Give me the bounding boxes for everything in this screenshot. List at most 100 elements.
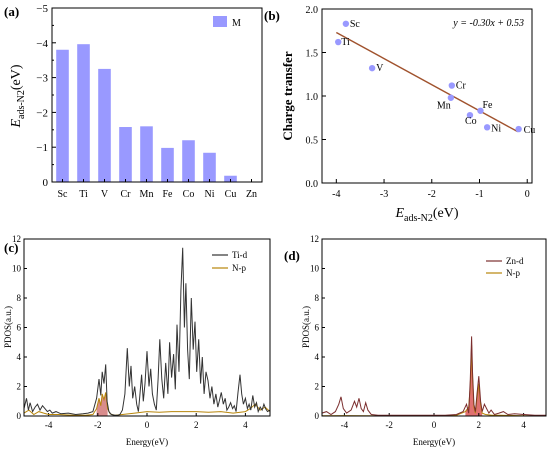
b-xtick-label: -3 [380, 189, 388, 200]
c-ylabel: PDOS(a.u.) [3, 306, 13, 348]
a-bar-v [98, 68, 111, 182]
b-xlabel-sub: ads-N2 [404, 213, 433, 224]
d-ytick-label: 0 [315, 411, 320, 421]
a-bar-co [182, 140, 195, 182]
a-ticks: Sc Ti V Cr Mn Fe Co Ni Cu Zn 0 −1 −2 −3 −4 −5 [36, 3, 257, 200]
b-equation: y = -0.30x + 0.53 [452, 18, 524, 29]
c-xtick-label: 0 [145, 420, 150, 430]
b-point-label-v: V [376, 63, 384, 74]
b-point-sc [342, 20, 350, 27]
a-xtick-label-sc: Sc [58, 189, 69, 200]
c-ytick-label: 0 [17, 411, 22, 421]
panel-label-d: (d) [284, 248, 300, 263]
a-ytick-label: −3 [36, 73, 48, 85]
d-legend-label-zn: Zn-d [506, 256, 524, 266]
panel-d-pdos-chart: -4 -2 0 2 4 0 2 4 6 8 10 12 Zn-d N-p PDOS(a.u.) Ene… [301, 234, 547, 447]
d-ytick-label: 8 [315, 293, 320, 303]
a-xtick-label-cu: Cu [225, 189, 237, 200]
b-point-label-cr: Cr [456, 81, 467, 92]
a-xtick-label-ti: Ti [79, 189, 88, 200]
a-ytick-label: −2 [36, 107, 48, 119]
c-tid-line [23, 247, 271, 416]
c-ytick-label: 12 [12, 234, 21, 244]
a-legend-swatch [213, 16, 227, 27]
b-xtick-label: -4 [332, 189, 340, 200]
a-bar-cr [119, 127, 132, 182]
panel-c-pdos-chart: -4 -2 0 2 4 0 2 4 6 8 10 12 Ti-d N-p PDOS(a.u.) Ene… [3, 234, 271, 447]
a-bar-cu [224, 175, 237, 182]
b-point-label-ti: Ti [341, 37, 350, 48]
a-xtick-label-zn: Zn [246, 189, 257, 200]
b-point-cr [448, 82, 456, 89]
a-ylabel-main: E [9, 119, 24, 129]
b-ytick-label: 2.0 [306, 5, 319, 16]
a-xtick-label-mn: Mn [140, 189, 154, 200]
a-ylabel-sub: ads-N2 [16, 90, 27, 119]
a-ytick-label: −1 [36, 142, 48, 154]
panel-a-bar-chart: Sc Ti V Cr Mn Fe Co Ni Cu Zn 0 −1 −2 −3 −4 −5 M Eads-N2… [9, 3, 263, 200]
b-point-label-cu: Cu [524, 125, 536, 136]
b-xlabel-unit: (eV) [433, 206, 459, 221]
a-ytick-label: 0 [43, 177, 49, 189]
d-ytick-label: 2 [315, 382, 320, 392]
d-xtick-label: 0 [432, 420, 437, 430]
d-plot-frame [321, 238, 547, 417]
a-legend-label: M [232, 18, 241, 29]
d-ytick-label: 4 [315, 352, 320, 362]
b-ytick-label: 1.5 [306, 49, 319, 60]
d-legend: Zn-d N-p [486, 256, 524, 278]
b-xlabel-main: E [394, 206, 404, 221]
a-bar-fe [161, 147, 174, 182]
b-ytick-label: 0.5 [306, 136, 319, 147]
b-xtick-label: -1 [475, 189, 483, 200]
a-bar-ti [77, 44, 90, 182]
c-xtick-label: -4 [45, 420, 53, 430]
a-bars [56, 44, 237, 183]
a-xtick-label-cr: Cr [121, 189, 132, 200]
d-legend-label-np: N-p [506, 268, 520, 278]
c-ytick-label: 6 [17, 323, 22, 333]
c-ytick-label: 2 [17, 382, 22, 392]
b-point-fe [477, 107, 484, 114]
b-point-co [466, 111, 474, 119]
b-point-label-ni: Ni [491, 123, 501, 134]
d-ylabel: PDOS(a.u.) [301, 306, 311, 348]
a-xtick-label-ni: Ni [205, 189, 215, 200]
b-point-ni [483, 124, 491, 131]
c-plot-frame [23, 238, 271, 417]
d-xtick-label: 4 [521, 420, 526, 430]
c-ytick-label: 4 [17, 352, 22, 362]
a-xtick-label-fe: Fe [163, 189, 174, 200]
b-point-cu [515, 125, 522, 133]
b-point-label-mn: Mn [437, 101, 451, 112]
d-ytick-label: 6 [315, 323, 320, 333]
a-bar-sc [56, 49, 69, 183]
c-ytick-label: 10 [12, 264, 22, 274]
c-xtick-label: 2 [194, 420, 199, 430]
b-xtick-label: -2 [428, 189, 436, 200]
b-fit-line [335, 31, 519, 133]
b-ytick-label: 1.0 [306, 92, 319, 103]
d-xtick-label: -4 [341, 420, 349, 430]
c-np-line [23, 392, 271, 416]
d-xtick-label: -2 [385, 420, 393, 430]
d-ytick-label: 10 [310, 264, 320, 274]
c-legend-label-tid: Ti-d [232, 250, 248, 260]
b-point-label-co: Co [465, 116, 477, 127]
c-xtick-label: -2 [94, 420, 102, 430]
d-xtick-label: 2 [477, 420, 482, 430]
c-ytick-label: 8 [17, 293, 22, 303]
b-ylabel: Charge transfer [280, 51, 295, 140]
c-legend-label-np: N-p [232, 263, 246, 273]
a-xtick-label-v: V [101, 189, 109, 200]
d-zn-line [321, 336, 546, 416]
b-point-mn [447, 94, 455, 101]
c-ticks: -4 -2 0 2 4 0 2 4 6 8 10 12 [12, 234, 248, 430]
b-plot-frame [321, 8, 533, 184]
a-bar-mn [140, 126, 153, 182]
b-xlabel: Eads-N2(eV) [394, 206, 458, 224]
panel-label-a: (a) [4, 4, 19, 19]
